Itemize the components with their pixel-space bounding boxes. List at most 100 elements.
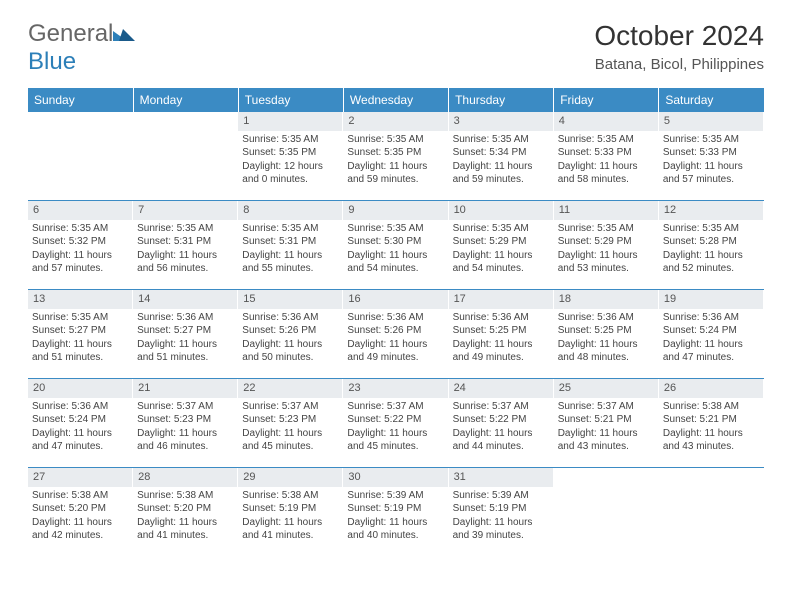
calendar-day-cell: 14Sunrise: 5:36 AMSunset: 5:27 PMDayligh… xyxy=(133,290,238,379)
calendar-day-cell: 6Sunrise: 5:35 AMSunset: 5:32 PMDaylight… xyxy=(28,201,133,290)
day-number: 18 xyxy=(554,290,659,309)
daylight-text-1: Daylight: 11 hours xyxy=(558,249,655,263)
sunrise-text: Sunrise: 5:36 AM xyxy=(32,400,129,414)
sunset-text: Sunset: 5:27 PM xyxy=(32,324,129,338)
daylight-text-2: and 41 minutes. xyxy=(242,529,339,543)
sunrise-text: Sunrise: 5:36 AM xyxy=(137,311,234,325)
sunrise-text: Sunrise: 5:35 AM xyxy=(347,133,444,147)
daylight-text-2: and 57 minutes. xyxy=(663,173,760,187)
daylight-text-1: Daylight: 11 hours xyxy=(137,427,234,441)
sunrise-text: Sunrise: 5:35 AM xyxy=(558,222,655,236)
sunrise-text: Sunrise: 5:36 AM xyxy=(347,311,444,325)
day-number: 24 xyxy=(449,379,554,398)
day-number: 28 xyxy=(133,468,238,487)
sunrise-text: Sunrise: 5:37 AM xyxy=(558,400,655,414)
calendar-day-cell: 31Sunrise: 5:39 AMSunset: 5:19 PMDayligh… xyxy=(449,468,554,557)
daylight-text-2: and 49 minutes. xyxy=(453,351,550,365)
sunrise-text: Sunrise: 5:35 AM xyxy=(137,222,234,236)
sunset-text: Sunset: 5:26 PM xyxy=(242,324,339,338)
sunset-text: Sunset: 5:24 PM xyxy=(32,413,129,427)
daylight-text-1: Daylight: 11 hours xyxy=(347,516,444,530)
daylight-text-1: Daylight: 11 hours xyxy=(347,427,444,441)
daylight-text-1: Daylight: 12 hours xyxy=(242,160,339,174)
daylight-text-2: and 58 minutes. xyxy=(558,173,655,187)
day-number: 19 xyxy=(659,290,764,309)
calendar-day-cell xyxy=(554,468,659,557)
calendar-day-cell: 22Sunrise: 5:37 AMSunset: 5:23 PMDayligh… xyxy=(238,379,343,468)
daylight-text-2: and 46 minutes. xyxy=(137,440,234,454)
day-number: 30 xyxy=(343,468,448,487)
calendar-week-row: 6Sunrise: 5:35 AMSunset: 5:32 PMDaylight… xyxy=(28,201,764,290)
calendar-day-cell: 19Sunrise: 5:36 AMSunset: 5:24 PMDayligh… xyxy=(659,290,764,379)
sunset-text: Sunset: 5:19 PM xyxy=(242,502,339,516)
daylight-text-1: Daylight: 11 hours xyxy=(32,249,129,263)
logo-triangle-icon xyxy=(113,25,135,41)
day-number: 29 xyxy=(238,468,343,487)
daylight-text-1: Daylight: 11 hours xyxy=(347,338,444,352)
day-number: 13 xyxy=(28,290,133,309)
daylight-text-1: Daylight: 11 hours xyxy=(558,427,655,441)
calendar-day-cell: 27Sunrise: 5:38 AMSunset: 5:20 PMDayligh… xyxy=(28,468,133,557)
daylight-text-1: Daylight: 11 hours xyxy=(663,249,760,263)
daylight-text-1: Daylight: 11 hours xyxy=(558,160,655,174)
sunset-text: Sunset: 5:19 PM xyxy=(347,502,444,516)
calendar-day-cell: 16Sunrise: 5:36 AMSunset: 5:26 PMDayligh… xyxy=(343,290,448,379)
calendar-day-cell: 2 Sunrise: 5:35 AMSunset: 5:35 PMDaylight… xyxy=(343,112,448,201)
sunrise-text: Sunrise: 5:35 AM xyxy=(663,133,760,147)
day-number: 12 xyxy=(659,201,764,220)
daylight-text-2: and 43 minutes. xyxy=(558,440,655,454)
calendar-day-cell xyxy=(659,468,764,557)
daylight-text-1: Daylight: 11 hours xyxy=(663,160,760,174)
daylight-text-2: and 47 minutes. xyxy=(663,351,760,365)
daylight-text-2: and 53 minutes. xyxy=(558,262,655,276)
calendar-day-cell: 26Sunrise: 5:38 AMSunset: 5:21 PMDayligh… xyxy=(659,379,764,468)
sunset-text: Sunset: 5:29 PM xyxy=(453,235,550,249)
calendar-day-cell: 30 Sunrise: 5:39 AMSunset: 5:19 PMDayligh… xyxy=(343,468,448,557)
sunrise-text: Sunrise: 5:37 AM xyxy=(137,400,234,414)
day-number: 20 xyxy=(28,379,133,398)
calendar-day-cell: 13Sunrise: 5:35 AMSunset: 5:27 PMDayligh… xyxy=(28,290,133,379)
daylight-text-1: Daylight: 11 hours xyxy=(32,427,129,441)
daylight-text-1: Daylight: 11 hours xyxy=(242,338,339,352)
calendar-day-cell: 25Sunrise: 5:37 AMSunset: 5:21 PMDayligh… xyxy=(554,379,659,468)
sunset-text: Sunset: 5:35 PM xyxy=(347,146,444,160)
daylight-text-1: Daylight: 11 hours xyxy=(347,249,444,263)
sunrise-text: Sunrise: 5:38 AM xyxy=(663,400,760,414)
sunset-text: Sunset: 5:31 PM xyxy=(137,235,234,249)
daylight-text-2: and 59 minutes. xyxy=(347,173,444,187)
daylight-text-1: Daylight: 11 hours xyxy=(137,516,234,530)
day-number: 7 xyxy=(133,201,238,220)
calendar-day-cell: 1Sunrise: 5:35 AMSunset: 5:35 PMDaylight… xyxy=(238,112,343,201)
daylight-text-1: Daylight: 11 hours xyxy=(663,427,760,441)
calendar-week-row: 20Sunrise: 5:36 AMSunset: 5:24 PMDayligh… xyxy=(28,379,764,468)
day-number: 9 xyxy=(343,201,448,220)
daylight-text-1: Daylight: 11 hours xyxy=(347,160,444,174)
sunset-text: Sunset: 5:26 PM xyxy=(347,324,444,338)
daylight-text-1: Daylight: 11 hours xyxy=(242,516,339,530)
sunset-text: Sunset: 5:21 PM xyxy=(663,413,760,427)
daylight-text-2: and 47 minutes. xyxy=(32,440,129,454)
day-number: 1 xyxy=(238,112,343,131)
day-number: 10 xyxy=(449,201,554,220)
sunrise-text: Sunrise: 5:35 AM xyxy=(242,222,339,236)
calendar-day-cell: 4Sunrise: 5:35 AMSunset: 5:33 PMDaylight… xyxy=(554,112,659,201)
sunset-text: Sunset: 5:33 PM xyxy=(663,146,760,160)
calendar-week-row: 27Sunrise: 5:38 AMSunset: 5:20 PMDayligh… xyxy=(28,468,764,557)
day-number: 17 xyxy=(449,290,554,309)
daylight-text-1: Daylight: 11 hours xyxy=(137,249,234,263)
daylight-text-2: and 57 minutes. xyxy=(32,262,129,276)
calendar-day-cell: 15Sunrise: 5:36 AMSunset: 5:26 PMDayligh… xyxy=(238,290,343,379)
daylight-text-2: and 54 minutes. xyxy=(453,262,550,276)
sunrise-text: Sunrise: 5:39 AM xyxy=(347,489,444,503)
sunrise-text: Sunrise: 5:35 AM xyxy=(32,222,129,236)
day-number: 31 xyxy=(449,468,554,487)
daylight-text-1: Daylight: 11 hours xyxy=(663,338,760,352)
sunrise-text: Sunrise: 5:35 AM xyxy=(242,133,339,147)
calendar-day-cell: 12Sunrise: 5:35 AMSunset: 5:28 PMDayligh… xyxy=(659,201,764,290)
daylight-text-2: and 59 minutes. xyxy=(453,173,550,187)
daylight-text-1: Daylight: 11 hours xyxy=(32,516,129,530)
day-number: 2 xyxy=(343,112,448,131)
daylight-text-2: and 54 minutes. xyxy=(347,262,444,276)
header: General Blue October 2024 Batana, Bicol,… xyxy=(28,20,764,76)
title-block: October 2024 Batana, Bicol, Philippines xyxy=(594,20,764,73)
